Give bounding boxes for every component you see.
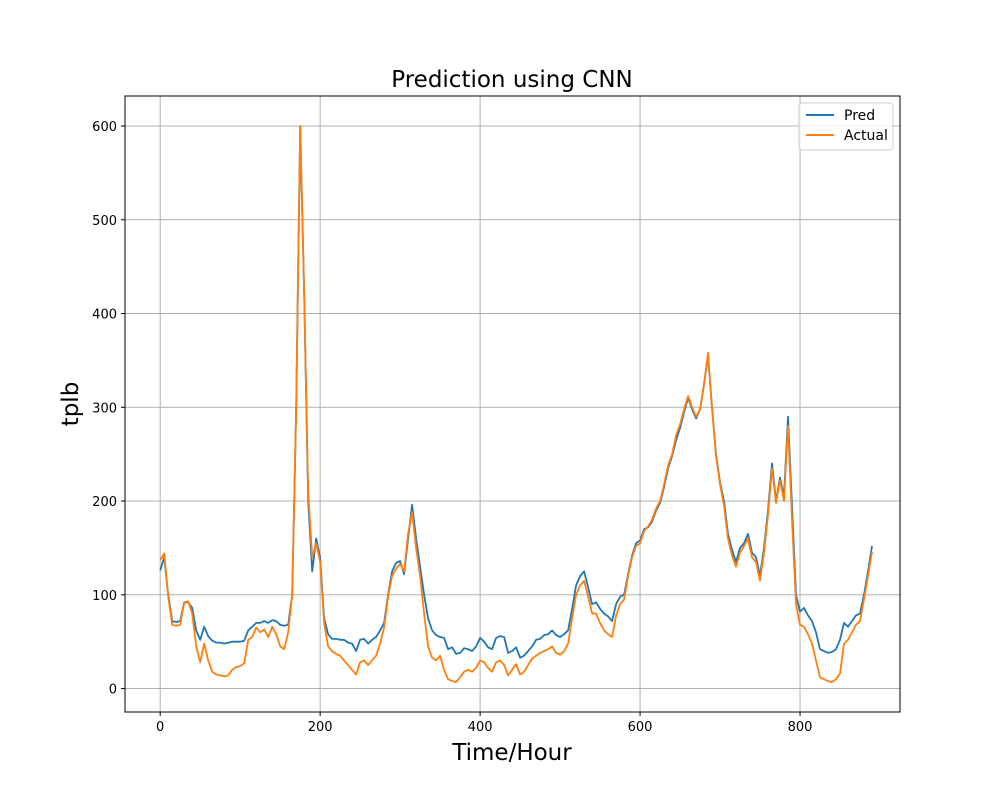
series-line-pred: [159, 125, 873, 659]
y-tick-label: 300: [92, 401, 117, 416]
y-tick-label: 500: [92, 214, 117, 229]
x-tick-label: 200: [308, 720, 333, 735]
legend-label-pred: Pred: [844, 108, 875, 124]
plot-frame: [124, 95, 901, 713]
y-tick-label: 400: [92, 308, 117, 323]
x-tick-label: 600: [628, 720, 653, 735]
grid: [125, 96, 900, 712]
series-line-actual: [159, 125, 873, 683]
axis-ticks: 0 200 400 600 800 0 100 200 300 400 500 600: [92, 120, 812, 735]
chart-title: Prediction using CNN: [391, 67, 632, 93]
y-tick-label: 600: [92, 120, 117, 135]
legend-label-actual: Actual: [844, 128, 888, 144]
x-tick-label: 0: [156, 720, 164, 735]
x-tick-label: 800: [788, 720, 813, 735]
plot-lines: [159, 125, 873, 683]
y-tick-label: 100: [92, 589, 117, 604]
y-tick-label: 200: [92, 495, 117, 510]
y-axis-label: tplb: [58, 382, 84, 427]
legend: Pred Actual: [798, 102, 894, 151]
x-tick-label: 400: [468, 720, 493, 735]
y-tick-label: 0: [109, 683, 117, 698]
x-axis-label: Time/Hour: [451, 740, 572, 766]
